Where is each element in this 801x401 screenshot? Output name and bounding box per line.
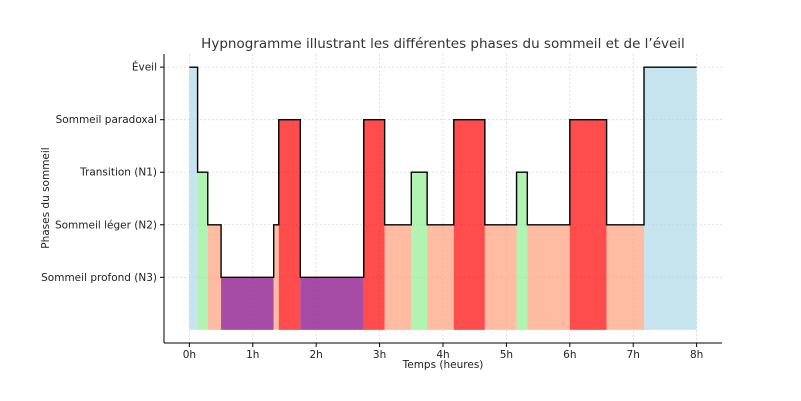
y-axis-label: Phases du sommeil: [40, 147, 52, 248]
stage-area-17: [606, 224, 645, 330]
x-tick-label: 7h: [627, 349, 640, 361]
stage-area-10: [411, 172, 428, 330]
stage-area-5: [273, 224, 279, 330]
x-tick-label: 0h: [183, 349, 196, 361]
x-tick-label: 2h: [310, 349, 323, 361]
stage-area-1: [189, 67, 198, 330]
stage-area-9: [384, 224, 412, 330]
hypnogram-line: [189, 66, 697, 279]
y-tick-label: Sommeil léger (N2): [55, 219, 157, 231]
x-axis-label: Temps (heures): [402, 359, 484, 371]
stage-area-13: [484, 224, 517, 330]
x-ticks: 0h 1h 2h 3h 4h 5h 6h 7h 8h: [183, 343, 703, 361]
y-tick-label: Sommeil profond (N3): [41, 272, 157, 284]
x-tick-label: 8h: [690, 349, 703, 361]
stage-area-18: [644, 67, 697, 330]
x-tick-label: 1h: [246, 349, 259, 361]
stage-area-15: [527, 224, 570, 330]
stage-area-11: [427, 224, 454, 330]
stage-area-16: [569, 119, 607, 330]
chart-title: Hypnogramme illustrant les différentes p…: [201, 36, 685, 52]
stage-area-8: [363, 119, 385, 330]
y-tick-label: Transition (N1): [79, 167, 157, 179]
stage-area-12: [453, 119, 485, 330]
x-tick-label: 6h: [563, 349, 576, 361]
stage-area-3: [207, 224, 222, 330]
stage-area-2: [197, 172, 208, 330]
y-tick-label: Éveil: [132, 61, 157, 74]
hypnogram-line-group: [189, 66, 697, 279]
x-tick-label: 5h: [500, 349, 513, 361]
stage-area-4: [221, 277, 274, 330]
x-tick-label: 3h: [373, 349, 386, 361]
y-tick-label: Sommeil paradoxal: [56, 114, 157, 126]
stage-area-6: [278, 119, 301, 330]
stage-area-7: [300, 277, 364, 330]
x-tick-label: 4h: [436, 349, 449, 361]
stage-area-14: [516, 172, 528, 330]
stage-areas: [189, 67, 697, 330]
y-ticks: Sommeil profond (N3) Sommeil léger (N2) Tr…: [41, 61, 164, 284]
